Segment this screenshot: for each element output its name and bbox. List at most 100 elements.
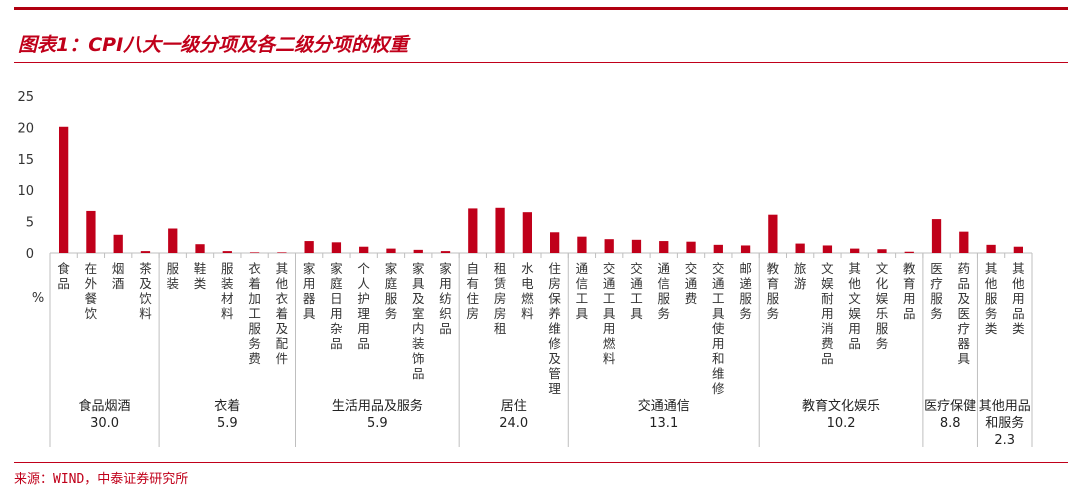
source-note: 来源：WIND，中泰证券研究所 xyxy=(14,472,189,487)
y-tick-label: 10 xyxy=(17,184,34,199)
bar-10 xyxy=(304,241,314,253)
group-label: 交通通信 xyxy=(638,398,690,414)
group-weight: 24.0 xyxy=(499,416,528,431)
bar-8 xyxy=(249,252,260,253)
category-label: 其他服务类 xyxy=(985,261,998,336)
category-label: 药品及医疗器具 xyxy=(958,261,971,366)
y-tick-label: 5 xyxy=(26,216,34,231)
bar-22 xyxy=(631,239,642,253)
category-label: 鞋类 xyxy=(194,261,207,291)
category-label: 家庭日用杂品 xyxy=(330,261,343,351)
group-label: 衣着 xyxy=(214,398,240,414)
y-tick-label: 25 xyxy=(17,90,34,105)
group-label: 教育文化娱乐 xyxy=(802,398,880,414)
group-label: 食品烟酒 xyxy=(79,398,131,414)
bar-6 xyxy=(195,244,205,253)
category-label: 文化娱乐服务 xyxy=(876,261,889,351)
bar-15 xyxy=(440,251,451,253)
bar-9 xyxy=(277,252,287,253)
category-label: 在外餐饮 xyxy=(85,261,98,321)
title-rule xyxy=(14,62,1068,63)
bar-2 xyxy=(86,210,96,253)
category-label: 个人护理用品 xyxy=(357,261,370,351)
category-label: 服装材料 xyxy=(221,261,234,321)
bar-28 xyxy=(795,243,805,253)
category-label: 其他衣着及配件 xyxy=(276,261,289,366)
bar-4 xyxy=(140,251,151,253)
category-label: 自有住房 xyxy=(467,261,480,321)
category-label: 交通工具 xyxy=(630,261,643,321)
bottom-rule xyxy=(14,462,1068,463)
category-label: 茶及饮料 xyxy=(139,261,152,321)
bar-12 xyxy=(359,246,369,253)
category-label: 通信服务 xyxy=(657,261,670,321)
bar-1 xyxy=(59,126,69,253)
category-label: 文娱耐用消费品 xyxy=(821,261,834,366)
category-label: 食品 xyxy=(57,261,70,291)
bar-17 xyxy=(495,207,505,253)
category-label: 衣着加工服务费 xyxy=(248,261,261,366)
group-weight: 5.9 xyxy=(367,416,388,431)
category-label: 家用器具 xyxy=(303,261,316,321)
category-label: 烟酒 xyxy=(112,261,125,291)
group-weight: 5.9 xyxy=(217,416,238,431)
bar-36 xyxy=(1013,246,1023,253)
cpi-weight-bar-chart: 0510152025%食品在外餐饮烟酒茶及饮料服装鞋类服装材料衣着加工服务费其他… xyxy=(17,90,1033,448)
category-label: 家用纺织品 xyxy=(439,261,452,336)
bar-11 xyxy=(331,242,342,253)
category-label: 其他用品类 xyxy=(1012,261,1025,336)
bar-19 xyxy=(550,232,560,253)
category-label: 医疗服务 xyxy=(930,261,943,321)
group-weight: 2.3 xyxy=(994,433,1015,448)
category-label: 家庭服务 xyxy=(385,261,398,321)
category-label: 租赁房房租 xyxy=(494,261,507,336)
bar-31 xyxy=(877,249,887,253)
bar-27 xyxy=(768,214,778,253)
category-label: 教育用品 xyxy=(903,261,916,321)
bar-20 xyxy=(577,236,587,253)
category-label: 服装 xyxy=(166,261,179,291)
category-label: 教育服务 xyxy=(767,261,780,321)
group-label: 其他用品和服务 xyxy=(979,399,1031,431)
bar-16 xyxy=(468,208,478,253)
bar-30 xyxy=(850,248,860,253)
bar-33 xyxy=(931,219,942,253)
group-weight: 8.8 xyxy=(940,416,961,431)
y-tick-label: 0 xyxy=(26,247,34,262)
bar-5 xyxy=(168,228,178,253)
group-weight: 13.1 xyxy=(649,416,678,431)
category-label: 住房保养维修及管理 xyxy=(548,261,561,396)
category-label: 交通费 xyxy=(685,261,698,306)
bar-13 xyxy=(386,248,396,253)
category-label: 旅游 xyxy=(794,261,807,291)
group-label: 医疗保健 xyxy=(924,399,976,414)
bar-18 xyxy=(522,212,532,253)
group-weight: 30.0 xyxy=(90,416,119,431)
category-label: 交通工具用燃料 xyxy=(603,261,616,366)
category-label: 家具及室内装饰品 xyxy=(412,261,425,381)
top-rule xyxy=(14,7,1068,10)
bar-35 xyxy=(986,244,996,253)
y-tick-label: 20 xyxy=(17,121,34,136)
y-tick-label: 15 xyxy=(17,153,34,168)
category-label: 交通工具使用和维修 xyxy=(712,261,725,396)
group-label: 居住 xyxy=(501,399,527,414)
group-weight: 10.2 xyxy=(827,416,856,431)
y-axis-unit: % xyxy=(32,291,44,306)
bar-14 xyxy=(413,249,423,253)
category-label: 其他文娱用品 xyxy=(848,261,861,351)
category-label: 通信工具 xyxy=(576,261,589,321)
bar-25 xyxy=(713,244,723,253)
category-label: 水电燃料 xyxy=(521,261,534,321)
bar-29 xyxy=(822,245,833,253)
bar-32 xyxy=(904,251,914,253)
bar-24 xyxy=(686,241,696,253)
category-label: 邮递服务 xyxy=(739,261,752,321)
bar-23 xyxy=(659,241,669,253)
bar-21 xyxy=(604,239,614,253)
bar-7 xyxy=(222,251,232,253)
bar-26 xyxy=(740,245,751,253)
bar-3 xyxy=(113,234,123,253)
chart-title: 图表1：CPI八大一级分项及各二级分项的权重 xyxy=(18,34,409,56)
group-label: 生活用品及服务 xyxy=(332,398,423,414)
